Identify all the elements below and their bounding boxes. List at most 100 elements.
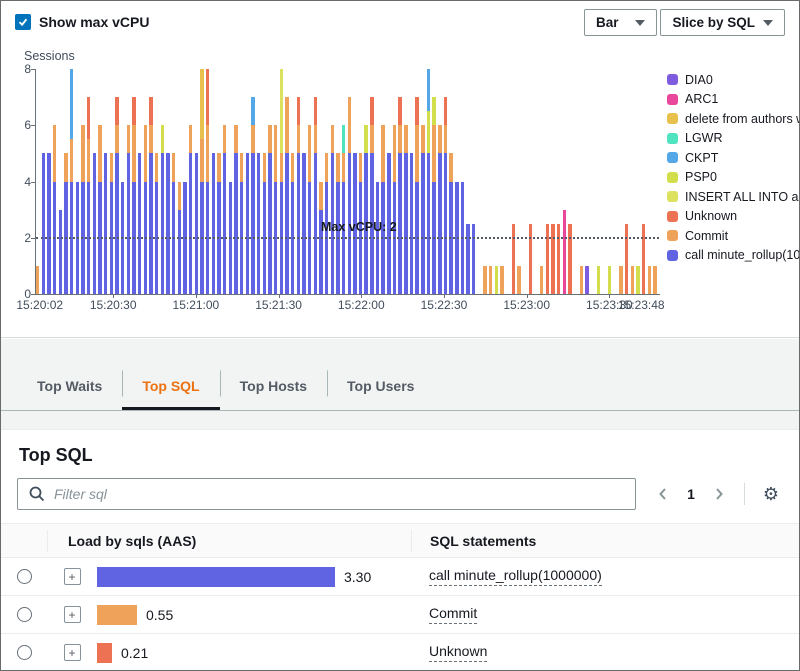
chart-bar-segment — [404, 153, 408, 294]
chart-bar-segment — [608, 265, 612, 294]
legend-swatch-icon — [667, 93, 678, 105]
row-expand-cell: + — [47, 568, 97, 585]
legend-label: DIA0 — [685, 72, 713, 87]
y-axis-tick-label: 6 — [24, 118, 31, 133]
chart-bar-segment — [443, 97, 448, 126]
chart-bar-segment — [149, 97, 153, 126]
chart-bar-segment — [81, 125, 85, 182]
filter-row: 1 ⚙ — [1, 478, 799, 510]
slice-by-select[interactable]: Slice by SQL — [660, 9, 785, 36]
chart-bar-segment — [200, 139, 204, 182]
chart-bar-segment — [540, 265, 544, 294]
legend-label: call minute_rollup(100 — [685, 248, 800, 263]
chart-bar-segment — [466, 223, 470, 294]
chart-bar-segment — [319, 209, 323, 294]
chart-bar-segment — [489, 265, 493, 294]
chart-bar-segment — [398, 153, 402, 294]
chart-plot — [36, 69, 659, 294]
chart-bar-segment — [319, 181, 323, 210]
legend-label: delete from authors w — [685, 111, 800, 126]
legend-item[interactable]: INSERT ALL INTO au — [667, 187, 799, 207]
y-axis-tick-label: 8 — [24, 62, 31, 76]
search-icon — [28, 485, 46, 508]
tab-top-sql[interactable]: Top SQL — [122, 364, 220, 410]
chart-bar-segment — [205, 125, 210, 182]
chart-bar-segment — [132, 97, 136, 126]
tab-top-hosts[interactable]: Top Hosts — [220, 364, 327, 410]
chart-bar-segment — [137, 153, 142, 294]
chart-bar-segment — [41, 153, 46, 294]
chart-bar-segment — [115, 97, 119, 126]
chart-bar-segment — [551, 223, 555, 294]
y-axis-tick-label: 4 — [24, 174, 31, 189]
chart-bar-segment — [302, 153, 306, 294]
legend-item[interactable]: call minute_rollup(100 — [667, 246, 800, 266]
legend-item[interactable]: PSP0 — [667, 168, 799, 188]
legend-item[interactable]: Commit — [667, 226, 799, 246]
chart-bar-segment — [188, 153, 193, 294]
legend-label: PSP0 — [685, 170, 717, 185]
chart-bar-segment — [296, 153, 300, 294]
chart-bar-segment — [364, 153, 368, 294]
row-expand-button[interactable]: + — [63, 644, 81, 661]
table-header-row: Load by sqls (AAS) SQL statements — [1, 523, 799, 558]
row-expand-button[interactable]: + — [63, 568, 81, 585]
legend-swatch-icon — [667, 132, 678, 144]
page-number[interactable]: 1 — [687, 486, 695, 502]
x-axis-tick — [443, 294, 445, 298]
row-radio[interactable] — [16, 645, 32, 660]
prev-page-button[interactable] — [650, 481, 676, 507]
chart-bar-segment — [426, 153, 431, 294]
row-radio[interactable] — [16, 569, 32, 584]
legend-item[interactable]: delete from authors w — [667, 109, 800, 129]
chart-bar-segment — [115, 153, 119, 294]
chart-bar-segment — [171, 153, 176, 182]
chart-bar-segment — [64, 153, 68, 182]
load-value: 3.30 — [344, 568, 372, 585]
legend-item[interactable]: LGWR — [667, 129, 799, 149]
chart-bar-segment — [36, 265, 40, 294]
row-expand-button[interactable]: + — [63, 606, 81, 623]
legend-swatch-icon — [667, 249, 678, 261]
y-axis-tick — [31, 294, 35, 295]
show-max-vcpu-checkbox[interactable]: Show max vCPU — [15, 14, 149, 30]
legend-item[interactable]: ARC1 — [667, 90, 799, 110]
chart-bar-segment — [166, 153, 170, 294]
chart-bar-segment — [596, 265, 601, 294]
chart-bar-segment — [381, 125, 385, 182]
chart-bar-segment — [296, 125, 300, 154]
settings-button[interactable]: ⚙ — [757, 480, 785, 508]
checkbox-checked-icon[interactable] — [15, 14, 31, 30]
sql-statement-link[interactable]: call minute_rollup(1000000) — [429, 567, 602, 586]
y-axis-line — [35, 69, 36, 295]
chart-bar-segment — [222, 153, 227, 294]
tab-top-waits[interactable]: Top Waits — [37, 378, 103, 394]
legend-item[interactable]: Unknown — [667, 207, 799, 227]
legend-item[interactable]: CKPT — [667, 148, 799, 168]
legend-label: CKPT — [685, 150, 719, 165]
legend-swatch-icon — [667, 113, 678, 125]
chart-bar-segment — [103, 153, 108, 294]
chevron-down-icon — [763, 19, 773, 26]
load-cell: 3.30 — [97, 566, 411, 587]
chart-bar-segment — [625, 223, 629, 294]
legend-swatch-icon — [667, 171, 678, 183]
chart-bar-segment — [449, 153, 453, 182]
chart-bar-segment — [58, 209, 63, 294]
chart-bar-segment — [398, 125, 402, 154]
chart-type-select[interactable]: Bar — [584, 9, 657, 36]
x-axis-tick — [526, 294, 528, 298]
chart-bar-segment — [330, 125, 334, 154]
filter-input[interactable] — [17, 478, 636, 510]
sql-statement-link[interactable]: Unknown — [429, 643, 488, 662]
sql-statement-link[interactable]: Commit — [429, 605, 478, 624]
top-sql-title: Top SQL — [19, 445, 93, 465]
chart-bar-segment — [653, 265, 657, 294]
row-radio[interactable] — [16, 607, 32, 622]
row-expand-cell: + — [47, 606, 97, 623]
chart-bar-segment — [313, 153, 317, 294]
y-axis-tick-label: 0 — [24, 287, 31, 301]
tab-top-users[interactable]: Top Users — [327, 364, 434, 410]
next-page-button[interactable] — [706, 481, 732, 507]
legend-item[interactable]: DIA0 — [667, 70, 799, 90]
